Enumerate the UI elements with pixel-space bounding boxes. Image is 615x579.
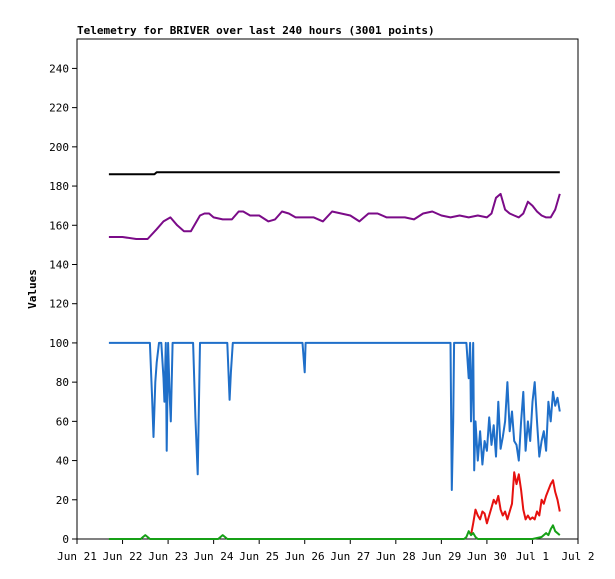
- y-tick-label: 40: [56, 455, 69, 468]
- series-line-1: [108, 192, 561, 240]
- x-tick-label: Jun 28: [376, 550, 416, 563]
- y-tick-label: 220: [49, 102, 69, 115]
- y-axis-label: Values: [26, 269, 39, 309]
- y-tick-label: 140: [49, 258, 69, 271]
- x-tick-label: Jun 23: [148, 550, 188, 563]
- series-line-2: [108, 341, 561, 491]
- chart-title: Telemetry for BRIVER over last 240 hours…: [77, 24, 435, 37]
- y-tick-label: 0: [62, 533, 69, 546]
- y-tick-label: 240: [49, 62, 69, 75]
- x-tick-label: Jun 29: [421, 550, 461, 563]
- x-tick-label: Jun 25: [239, 550, 279, 563]
- y-tick-label: 180: [49, 180, 69, 193]
- y-tick-label: 160: [49, 219, 69, 232]
- x-tick-label: Jun 30: [467, 550, 507, 563]
- series-line-0: [108, 171, 560, 176]
- y-tick-label: 80: [56, 376, 69, 389]
- x-tick-label: Jun 21: [57, 550, 97, 563]
- series-line-4: [108, 524, 561, 540]
- y-tick-label: 100: [49, 337, 69, 350]
- y-tick-label: 120: [49, 298, 69, 311]
- x-tick-label: Jun 22: [103, 550, 143, 563]
- x-axis: Jun 21 Jun 22 Jun 23 Jun 24 Jun 25 Jun 26 Jun …: [57, 539, 595, 563]
- x-tick-label: Jun 26: [285, 550, 325, 563]
- y-tick-label: 60: [56, 415, 69, 428]
- y-tick-label: 20: [56, 494, 69, 507]
- x-tick-label: Jun 24: [194, 550, 234, 563]
- y-tick-label: 200: [49, 141, 69, 154]
- x-tick-label: Jul 1: [516, 550, 549, 563]
- x-tick-label: Jul 2: [561, 550, 594, 563]
- plot-frame: [76, 38, 579, 540]
- x-tick-label: Jun 27: [330, 550, 370, 563]
- series-layer: [108, 171, 561, 540]
- y-axis: 0 20 40 60 80 100 120 140 160 180 200 220 240: [49, 62, 77, 546]
- series-line-3: [470, 471, 561, 536]
